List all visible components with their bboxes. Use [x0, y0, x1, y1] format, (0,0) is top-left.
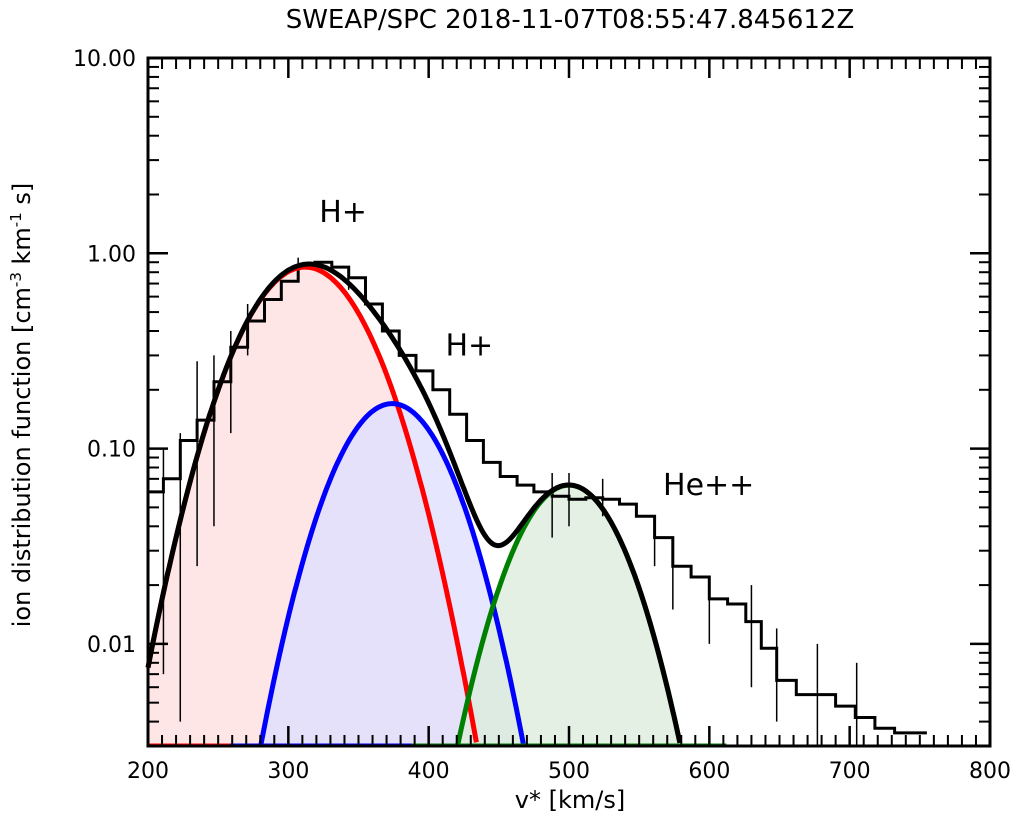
measured-histogram — [148, 260, 927, 735]
y-axis-title-mid: km — [8, 227, 36, 272]
y-axis-title: ion distribution function [cm-3 km-1 s] — [7, 183, 36, 628]
y-tick-label: 1.00 — [87, 242, 136, 267]
error-bars — [162, 257, 858, 746]
y-axis-title-main: ion distribution function [cm — [8, 287, 36, 627]
species-label: He++ — [663, 468, 754, 503]
y-axis-title-sup2: -1 — [7, 212, 25, 227]
plot-frame — [146, 56, 992, 748]
y-tick-label: 0.10 — [87, 438, 136, 463]
x-tick-label: 300 — [267, 759, 309, 784]
x-tick-label: 600 — [688, 759, 730, 784]
species-label: H+ — [319, 195, 367, 230]
histogram-steps — [148, 260, 927, 735]
x-tick-label: 800 — [969, 759, 1011, 784]
total-fit-curve — [145, 261, 683, 744]
y-tick-label: 10.00 — [73, 47, 136, 72]
x-tick-label: 400 — [408, 759, 450, 784]
chart-title: SWEAP/SPC 2018-11-07T08:55:47.845612Z — [286, 5, 855, 35]
tick-labels: 200 300 400 500 600 700 800 0.01 0.10 1.00 10.00 — [73, 47, 1011, 784]
axis-ticks — [146, 56, 992, 747]
species-label: H+ — [446, 328, 494, 363]
y-axis-title-end: s] — [8, 183, 36, 213]
x-tick-label: 200 — [127, 759, 169, 784]
x-tick-label: 700 — [829, 759, 871, 784]
x-axis-title: v* [km/s] — [515, 786, 625, 813]
y-axis-title-sup1: -3 — [7, 272, 25, 287]
annotations: H+ H+ He++ — [319, 195, 754, 503]
y-tick-label: 0.01 — [87, 633, 136, 658]
x-tick-label: 500 — [548, 759, 590, 784]
component-curve-2 — [258, 401, 526, 745]
